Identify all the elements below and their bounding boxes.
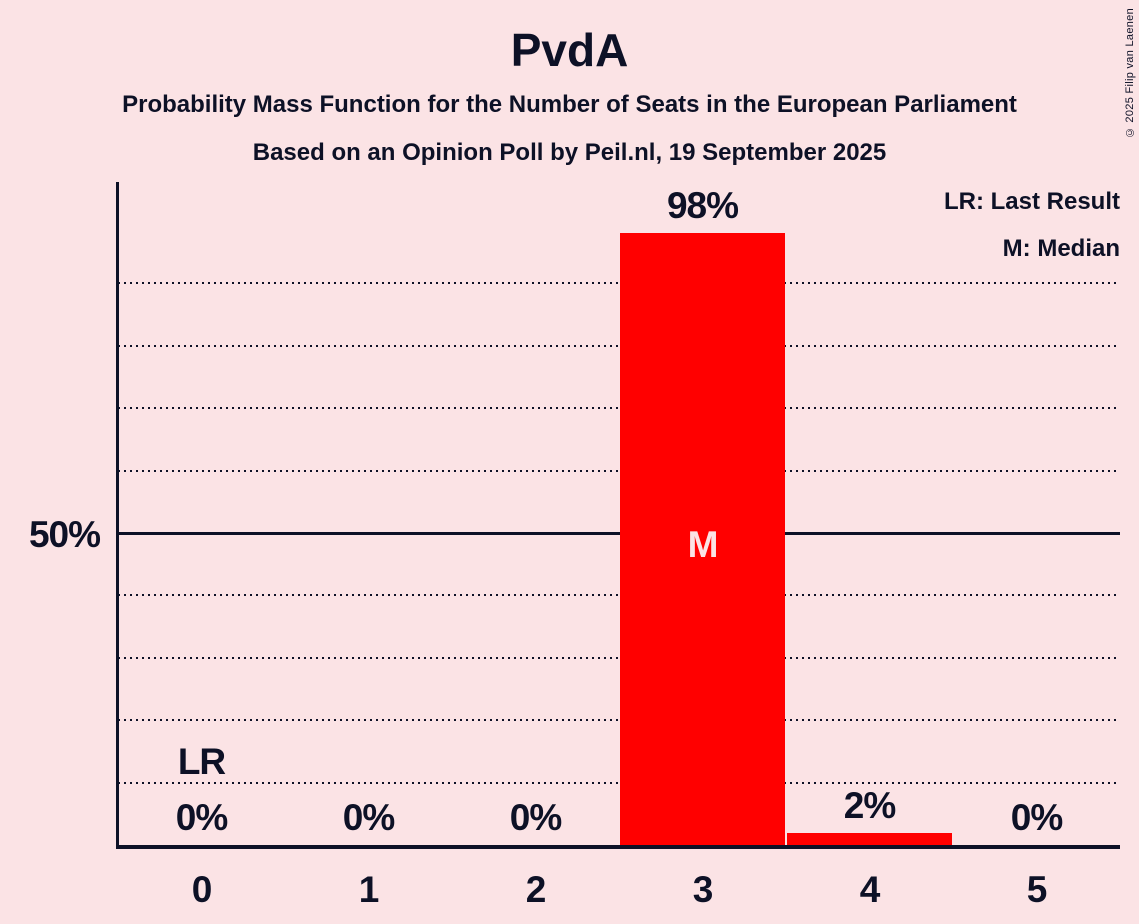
bar-value-label-seat-0: 0% (175, 797, 228, 838)
legend-median: M: Median (1002, 235, 1120, 262)
chart-subtitle-line2: Based on an Opinion Poll by Peil.nl, 19 … (252, 139, 887, 166)
median-marker: M (687, 524, 719, 565)
x-axis-tick-label-1: 1 (358, 869, 380, 910)
bar-value-label-seat-1: 0% (342, 797, 395, 838)
x-axis-tick-label-3: 3 (692, 869, 714, 910)
chart-subtitle-line1: Probability Mass Function for the Number… (122, 91, 1017, 118)
gridline-90pct (118, 282, 1120, 285)
bar-seat-3 (620, 233, 785, 845)
x-axis-line (116, 845, 1120, 849)
gridline-70pct (118, 407, 1120, 410)
bar-value-label-seat-4: 2% (843, 785, 896, 826)
bar-seat-4 (787, 833, 952, 845)
gridline-60pct (118, 469, 1120, 472)
gridline-10pct (118, 781, 1120, 784)
chart-title: PvdA (510, 24, 629, 76)
last-result-marker: LR (177, 741, 226, 782)
x-axis-tick-label-4: 4 (859, 869, 881, 910)
x-axis-tick-label-0: 0 (191, 869, 213, 910)
x-axis-labels: 0 1 2 3 4 5 (118, 871, 1120, 911)
y-axis-line (116, 182, 119, 849)
bar-value-label-seat-5: 0% (1010, 797, 1063, 838)
y-axis-50pct-label: 50% (28, 514, 101, 555)
gridline-40pct (118, 594, 1120, 597)
legend-last-result: LR: Last Result (943, 188, 1120, 215)
gridline-50pct-solid (118, 531, 1120, 535)
bar-value-label-seat-3: 98% (666, 185, 739, 226)
x-axis-tick-label-5: 5 (1026, 869, 1048, 910)
gridline-80pct (118, 344, 1120, 347)
plot-area: 0% 0% 0% 98% 2% 0% LR M (118, 182, 1120, 845)
gridline-30pct (118, 656, 1120, 659)
x-axis-tick-label-2: 2 (525, 869, 547, 910)
bar-value-label-seat-2: 0% (509, 797, 562, 838)
gridline-20pct (118, 719, 1120, 722)
